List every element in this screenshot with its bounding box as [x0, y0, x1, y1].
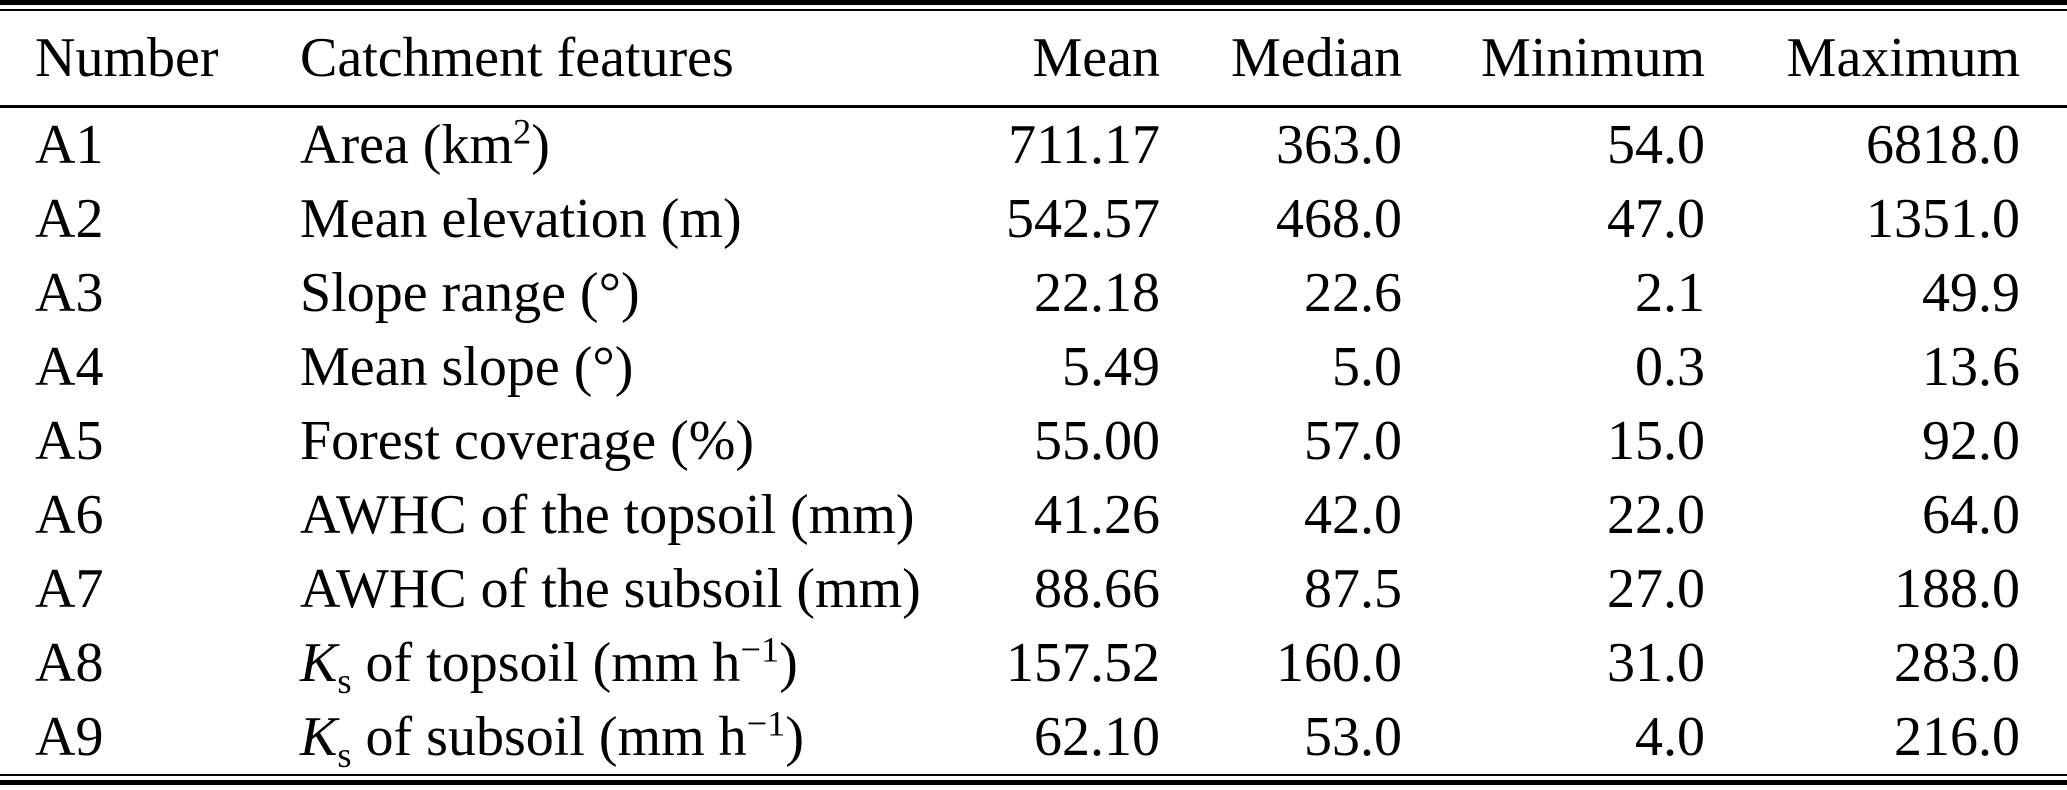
table-row: A5 Forest coverage (%) 55.00 57.0 15.0 92.0: [0, 404, 2067, 478]
feature-text-part: ): [779, 632, 798, 694]
row-number-cell: A5: [35, 410, 104, 472]
median-cell: 468.0: [1276, 188, 1402, 250]
col-header-mean: Mean: [1000, 11, 1160, 108]
col-header-maximum: Maximum: [1705, 11, 2067, 108]
mean-cell: 542.57: [1006, 188, 1160, 250]
median-cell: 57.0: [1304, 410, 1402, 472]
maximum-cell: 92.0: [1922, 410, 2020, 472]
feature-text-part: K: [300, 706, 338, 768]
minimum-cell: 0.3: [1635, 336, 1705, 398]
feature-cell: Forest coverage (%): [265, 404, 1000, 478]
feature-text-part: ): [531, 114, 550, 176]
mean-cell: 55.00: [1034, 410, 1160, 472]
feature-cell: Slope range (°): [265, 256, 1000, 330]
feature-cell: AWHC of the topsoil (mm): [265, 478, 1000, 552]
median-cell: 5.0: [1332, 336, 1402, 398]
feature-text-part: Mean slope (°): [300, 336, 634, 398]
feature-cell: AWHC of the subsoil (mm): [265, 552, 1000, 626]
row-number-cell: A7: [35, 558, 104, 620]
feature-text-part: ): [785, 706, 805, 768]
mean-cell: 711.17: [1008, 114, 1160, 176]
maximum-cell: 188.0: [1894, 558, 2020, 620]
catchment-features-table: Number Catchment features Mean Median Mi…: [0, 11, 2067, 774]
mean-cell: 62.10: [1034, 706, 1160, 768]
table-header: Number Catchment features Mean Median Mi…: [0, 11, 2067, 108]
bottom-double-rule: [0, 774, 2067, 785]
median-cell: 22.6: [1304, 262, 1402, 324]
minimum-cell: 15.0: [1607, 410, 1705, 472]
table-row: A6 AWHC of the topsoil (mm) 41.26 42.0 22.0 6…: [0, 478, 2067, 552]
feature-text-part: −1: [740, 629, 780, 670]
minimum-cell: 22.0: [1607, 484, 1705, 546]
minimum-cell: 54.0: [1607, 114, 1705, 176]
feature-text-part: s: [337, 735, 352, 776]
feature-text-part: −1: [746, 703, 786, 744]
mean-cell: 88.66: [1034, 558, 1160, 620]
mean-cell: 22.18: [1034, 262, 1160, 324]
feature-text-part: s: [337, 661, 352, 702]
feature-cell: Mean slope (°): [265, 330, 1000, 404]
col-header-features: Catchment features: [265, 11, 1000, 108]
minimum-cell: 4.0: [1635, 706, 1705, 768]
median-cell: 87.5: [1304, 558, 1402, 620]
table-row: A4 Mean slope (°) 5.49 5.0 0.3 13.6: [0, 330, 2067, 404]
feature-text-part: 2: [513, 111, 532, 152]
table-row: A2 Mean elevation (m) 542.57 468.0 47.0 1351.…: [0, 182, 2067, 256]
mean-cell: 41.26: [1034, 484, 1160, 546]
feature-text-part: Area (km: [300, 114, 514, 176]
mean-cell: 5.49: [1062, 336, 1160, 398]
median-cell: 53.0: [1304, 706, 1402, 768]
maximum-cell: 49.9: [1922, 262, 2020, 324]
minimum-cell: 47.0: [1607, 188, 1705, 250]
table-row: A7 AWHC of the subsoil (mm) 88.66 87.5 27.0 1…: [0, 552, 2067, 626]
maximum-cell: 13.6: [1922, 336, 2020, 398]
mean-cell: 157.52: [1006, 632, 1160, 694]
median-cell: 160.0: [1276, 632, 1402, 694]
row-number-cell: A9: [35, 706, 104, 768]
row-number-cell: A2: [35, 188, 104, 250]
row-number-cell: A4: [35, 336, 104, 398]
feature-cell: Area (km2): [265, 107, 1000, 183]
row-number-cell: A8: [35, 632, 104, 694]
row-number-cell: A3: [35, 262, 104, 324]
maximum-cell: 64.0: [1922, 484, 2020, 546]
maximum-cell: 1351.0: [1866, 188, 2020, 250]
maximum-cell: 216.0: [1894, 706, 2020, 768]
header-row: Number Catchment features Mean Median Mi…: [0, 11, 2067, 108]
col-header-median: Median: [1160, 11, 1402, 108]
feature-cell: Ks of subsoil (mm h−1): [265, 700, 1000, 774]
minimum-cell: 27.0: [1607, 558, 1705, 620]
maximum-cell: 6818.0: [1866, 114, 2020, 176]
table-row: A9 Ks of subsoil (mm h−1) 62.10 53.0 4.0 216.…: [0, 700, 2067, 774]
feature-cell: Mean elevation (m): [265, 182, 1000, 256]
table-row: A3 Slope range (°) 22.18 22.6 2.1 49.9: [0, 256, 2067, 330]
median-cell: 42.0: [1304, 484, 1402, 546]
feature-text-part: Slope range (°): [300, 262, 640, 324]
top-double-rule: [0, 0, 2067, 11]
feature-cell: Ks of topsoil (mm h−1): [265, 626, 1000, 700]
col-header-number: Number: [0, 11, 265, 108]
feature-text-part: K: [300, 632, 338, 694]
feature-text-part: AWHC of the subsoil (mm): [300, 558, 921, 620]
table-body: A1 Area (km2) 711.17 363.0 54.0 6818.0 A2 Mean …: [0, 107, 2067, 775]
minimum-cell: 2.1: [1635, 262, 1705, 324]
row-number-cell: A1: [35, 114, 104, 176]
median-cell: 363.0: [1276, 114, 1402, 176]
maximum-cell: 283.0: [1894, 632, 2020, 694]
col-header-minimum: Minimum: [1402, 11, 1705, 108]
feature-text-part: Mean elevation (m): [300, 188, 742, 250]
feature-text-part: of topsoil (mm h: [351, 632, 741, 694]
feature-text-part: of subsoil (mm h: [351, 706, 747, 768]
minimum-cell: 31.0: [1607, 632, 1705, 694]
row-number-cell: A6: [35, 484, 104, 546]
table-row: A8 Ks of topsoil (mm h−1) 157.52 160.0 31.0 2…: [0, 626, 2067, 700]
feature-text-part: AWHC of the topsoil (mm): [300, 484, 915, 546]
table-row: A1 Area (km2) 711.17 363.0 54.0 6818.0: [0, 107, 2067, 183]
feature-text-part: Forest coverage (%): [300, 410, 755, 472]
